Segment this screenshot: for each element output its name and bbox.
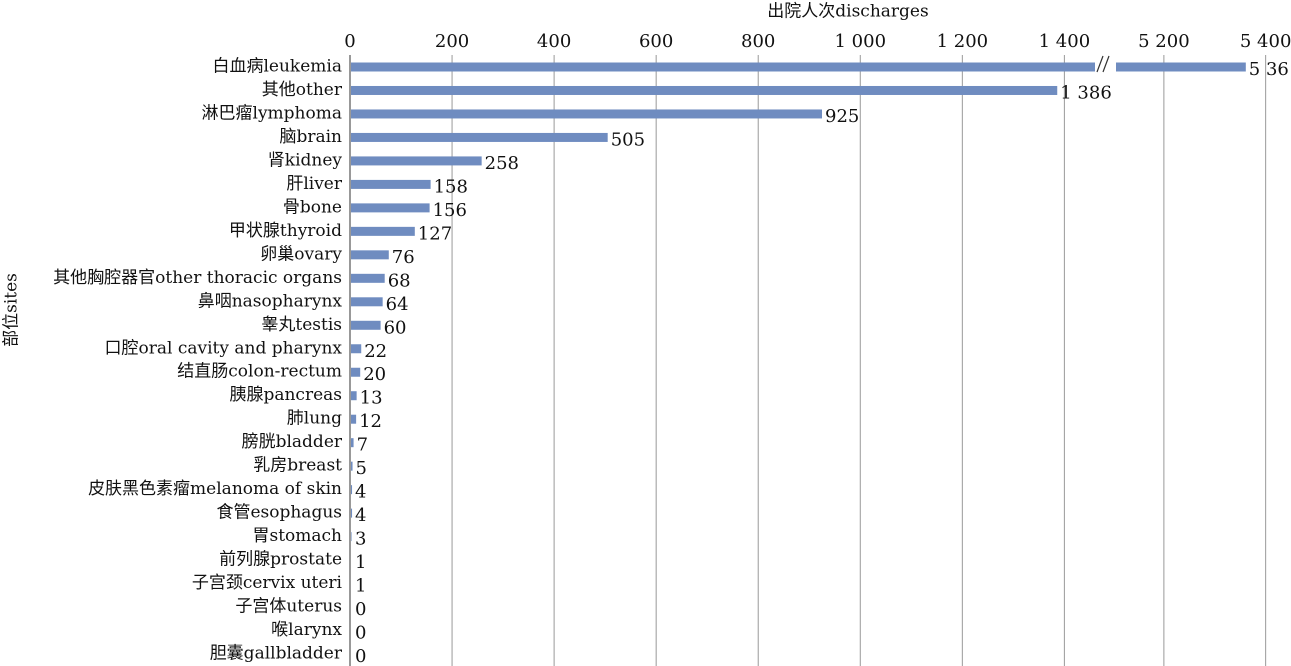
value-label: 68 [388,270,411,291]
y-axis-title: 部位sites [2,273,22,347]
bar [351,532,352,542]
bar [351,179,431,189]
value-label: 158 [434,176,468,197]
value-label: 7 [357,435,368,456]
bar [351,414,357,424]
x-tick-label: 1 400 [1039,31,1091,52]
x-tick-label: 400 [537,31,571,52]
bar [351,508,353,518]
bar [351,461,353,471]
value-label: 13 [360,388,383,409]
y-tick-label: 胃stomach [252,526,342,546]
value-label: 5 [356,458,367,479]
bar [351,203,430,213]
y-tick-label: 白血病leukemia [212,57,342,77]
value-label: 1 386 [1060,82,1112,103]
y-tick-label: 子宫体uterus [235,597,342,617]
y-tick-label: 乳房breast [253,456,342,476]
value-label: 1 [355,576,366,597]
bar [351,344,362,354]
bar [351,62,1095,72]
x-tick-label: 5 400 [1240,31,1291,52]
value-label: 505 [611,129,645,150]
break-gap [1096,52,1112,76]
value-label: 5 361 [1249,59,1291,80]
y-tick-label: 皮肤黑色素瘤melanoma of skin [88,479,342,499]
bar [351,320,381,330]
bar [351,250,389,260]
x-axis-title: 出院人次discharges [767,2,928,22]
y-tick-label: 子宫颈cervix uteri [192,573,343,593]
bar [351,156,482,166]
break-mark [1102,55,1110,73]
y-tick-label: 前列腺prostate [219,550,342,570]
axis-break [1096,52,1112,76]
value-label: 156 [433,200,467,221]
y-tick-label: 结直肠colon-rectum [177,362,342,382]
y-tick-label: 喉larynx [271,620,342,640]
value-label: 60 [384,317,407,338]
value-label: 64 [386,294,409,315]
x-tick-label: 5 200 [1138,31,1190,52]
y-tick-label: 睾丸testis [261,315,342,335]
value-label: 127 [418,223,452,244]
value-label: 1 [355,552,366,573]
y-tick-label: 膀胱bladder [242,432,343,452]
value-label: 0 [355,623,366,644]
y-tick-label: 口腔oral cavity and pharynx [105,338,343,358]
y-tick-label: 鼻咽nasopharynx [198,291,343,311]
y-tick-label: 胆囊gallbladder [210,644,343,664]
y-tick-label: 食管esophagus [216,503,342,523]
x-tick-label: 800 [741,31,775,52]
bar [351,485,353,495]
bar [351,391,357,401]
bar [351,367,361,377]
value-label: 20 [363,364,386,385]
y-tick-label: 其他胸腔器官other thoracic organs [53,268,342,288]
value-label: 258 [485,153,519,174]
value-label: 925 [825,106,859,127]
x-tick-label: 1 000 [835,31,887,52]
y-tick-label: 肺lung [287,409,342,429]
value-label: 0 [355,599,366,620]
value-label: 4 [355,505,366,526]
x-tick-label: 1 200 [937,31,989,52]
bar [351,109,823,119]
value-label: 12 [359,411,382,432]
break-mark [1096,55,1104,73]
bar [351,85,1058,95]
y-tick-label: 卵巢ovary [260,244,342,264]
value-label: 4 [355,482,366,503]
y-tick-label: 胰腺pancreas [229,385,342,405]
bar [351,132,608,142]
x-tick-label: 600 [639,31,673,52]
value-label: 76 [392,247,415,268]
y-tick-label: 骨bone [283,197,342,217]
y-tick-label: 甲状腺thyroid [229,221,342,241]
bar [351,297,383,307]
x-tick-label: 200 [435,31,469,52]
y-tick-label: 淋巴瘤lymphoma [202,103,342,123]
bar [351,226,415,236]
bar [351,438,354,448]
y-tick-label: 脑brain [279,127,342,147]
y-tick-label: 其他other [262,80,343,100]
y-tick-label: 肾kidney [268,150,343,170]
bar [351,273,385,283]
value-label: 3 [355,529,366,550]
value-label: 22 [364,341,387,362]
value-label: 0 [355,646,366,666]
y-tick-label: 肝liver [286,174,343,194]
bar [1116,62,1246,72]
x-tick-label: 0 [344,31,355,52]
